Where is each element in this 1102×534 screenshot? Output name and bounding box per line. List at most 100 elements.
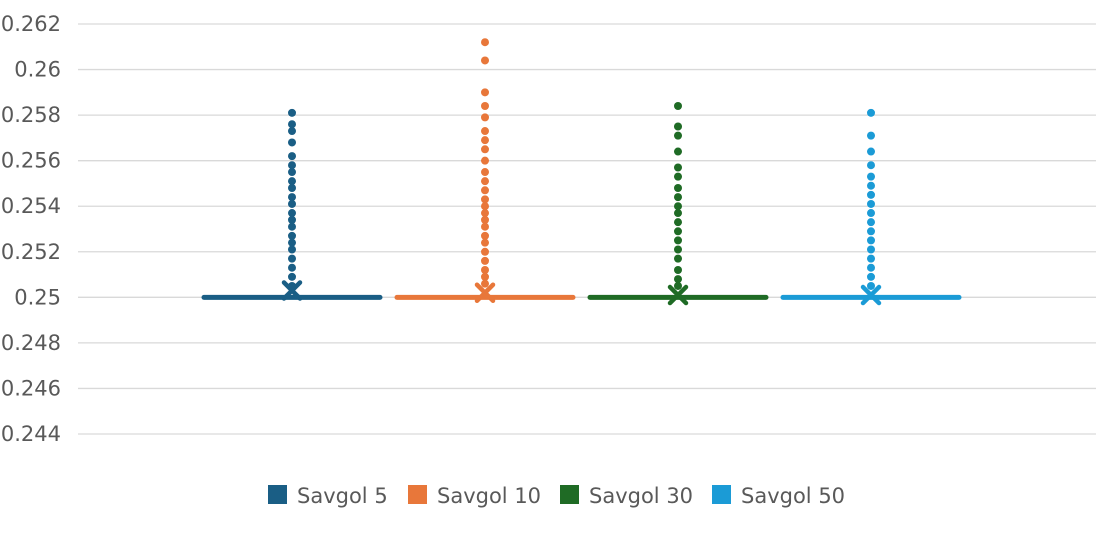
outlier-point (288, 108, 296, 117)
outlier-point (867, 245, 875, 254)
outlier-point (674, 254, 682, 263)
outlier-point (867, 131, 875, 140)
outlier-point (288, 215, 296, 224)
outlier-point (481, 102, 489, 110)
legend-swatch (712, 485, 731, 504)
outlier-point (481, 247, 489, 256)
outlier-point (481, 88, 489, 97)
legend-item: Savgol 30 (560, 484, 693, 508)
outlier-point (867, 161, 875, 170)
outlier-point (867, 172, 875, 181)
legend-label: Savgol 10 (437, 484, 541, 508)
outlier-point (481, 186, 489, 195)
y-tick-label: 0.262 (1, 12, 61, 36)
outlier-point (288, 161, 296, 170)
outlier-point (288, 209, 296, 218)
outlier-point (674, 227, 682, 236)
outlier-point (288, 272, 296, 281)
outlier-point (288, 177, 296, 186)
outlier-point (674, 147, 682, 156)
outlier-point (867, 272, 875, 281)
mean-marker (860, 284, 882, 306)
outlier-point (288, 238, 296, 247)
outlier-point (867, 181, 875, 190)
series-4 (780, 108, 962, 306)
series-3 (587, 102, 769, 306)
outlier-point (674, 184, 682, 192)
outlier-point (481, 215, 489, 224)
outlier-point (867, 108, 875, 117)
outlier-point (481, 266, 489, 274)
y-tick-label: 0.252 (1, 240, 61, 264)
legend: Savgol 5 Savgol 10 Savgol 30 Savgol 50 (268, 484, 845, 508)
outlier-point (481, 222, 489, 231)
y-tick-label: 0.25 (14, 285, 61, 309)
outlier-point (288, 138, 296, 147)
outlier-point (867, 147, 875, 156)
outlier-point (481, 145, 489, 154)
outlier-point (867, 254, 875, 263)
outlier-point (481, 127, 489, 136)
outlier-point (481, 156, 489, 165)
outlier-point (481, 256, 489, 265)
legend-item: Savgol 10 (408, 484, 541, 508)
y-tick-label: 0.248 (1, 331, 61, 355)
outlier-point (481, 136, 489, 145)
outlier-point (288, 245, 296, 254)
outlier-point (288, 231, 296, 240)
outlier-point (674, 281, 682, 290)
outlier-point (481, 202, 489, 211)
outlier-point (674, 172, 682, 181)
mean-marker (474, 282, 496, 304)
outlier-point (867, 190, 875, 199)
outlier-point (481, 177, 489, 186)
outlier-point (674, 163, 682, 172)
outlier-point (674, 193, 682, 202)
outlier-point (288, 199, 296, 208)
outlier-point (481, 113, 489, 122)
outlier-point (867, 199, 875, 208)
outlier-point (481, 56, 489, 65)
y-tick-label: 0.246 (1, 376, 61, 400)
y-tick-label: 0.244 (1, 422, 61, 446)
outlier-point (674, 131, 682, 140)
legend-label: Savgol 5 (297, 484, 388, 508)
outlier-point (288, 184, 296, 192)
outlier-point (867, 227, 875, 236)
outlier-point (674, 236, 682, 245)
plot-area (201, 38, 962, 306)
outlier-point (674, 122, 682, 131)
outlier-point (481, 238, 489, 247)
legend-item: Savgol 50 (712, 484, 845, 508)
gridlines (78, 23, 1096, 435)
outlier-point (481, 272, 489, 281)
outlier-point (674, 266, 682, 274)
outlier-point (481, 231, 489, 240)
outlier-point (288, 127, 296, 136)
outlier-point (288, 263, 296, 272)
outlier-point (481, 195, 489, 204)
outlier-point (481, 279, 489, 288)
legend-item: Savgol 5 (268, 484, 388, 508)
outlier-point (288, 120, 296, 129)
outlier-point (867, 263, 875, 272)
legend-swatch (560, 485, 579, 504)
mean-marker (281, 280, 303, 301)
y-tick-label: 0.258 (1, 103, 61, 127)
outlier-point (867, 281, 875, 290)
outlier-point (481, 38, 489, 47)
y-tick-label: 0.26 (14, 58, 61, 82)
series-1 (201, 108, 383, 301)
outlier-point (288, 254, 296, 263)
series-2 (394, 38, 576, 304)
mean-marker (667, 284, 689, 306)
outlier-point (288, 152, 296, 161)
outlier-point (674, 202, 682, 211)
legend-swatch (408, 485, 427, 504)
outlier-point (481, 209, 489, 218)
outlier-point (674, 245, 682, 254)
outlier-point (288, 193, 296, 202)
outlier-point (288, 222, 296, 231)
y-axis: 0.262 0.26 0.258 0.256 0.254 0.252 0.25 0.248 0.… (1, 12, 61, 446)
